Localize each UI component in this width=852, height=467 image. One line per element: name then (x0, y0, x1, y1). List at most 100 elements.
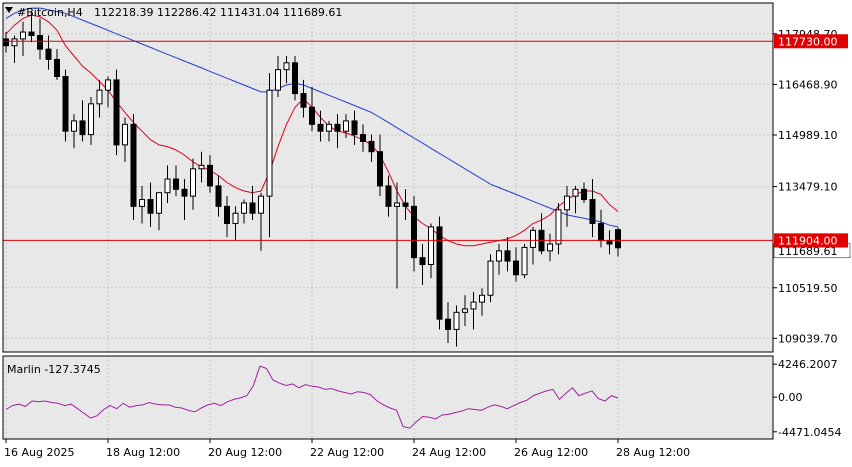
candle (54, 49, 60, 80)
candle-body (606, 240, 613, 245)
candle (173, 165, 179, 197)
x-tick-label: 24 Aug 12:00 (412, 446, 486, 459)
indicator-plot (5, 356, 619, 439)
candle-body (147, 199, 154, 214)
candle-body (572, 188, 579, 197)
candle-body (173, 178, 179, 190)
candle-body (428, 226, 434, 265)
candle (207, 155, 213, 193)
candle-body (20, 31, 26, 40)
candle (190, 158, 196, 210)
candle-body (122, 123, 128, 146)
candle-body (96, 89, 103, 105)
candle (20, 21, 26, 56)
candle (292, 55, 298, 101)
candle (368, 134, 375, 162)
candle-body (258, 195, 264, 214)
candle-body (615, 229, 621, 249)
y-tick-label: 113479.10 (778, 181, 838, 194)
candle-body (266, 89, 273, 197)
y-tick-label: 110519.50 (778, 282, 838, 295)
candle-body (113, 79, 120, 146)
level-label-box (774, 34, 848, 49)
candle-body (496, 250, 502, 262)
candle-body (62, 75, 69, 132)
candle (11, 35, 18, 63)
candle (88, 97, 94, 145)
indicator-pane[interactable] (3, 356, 773, 439)
candle-body (581, 188, 587, 201)
level-label: 111904.00 (778, 234, 838, 247)
candle-body (360, 134, 366, 142)
candle (232, 206, 239, 241)
candle (572, 185, 579, 214)
candle (445, 302, 451, 344)
candle (258, 192, 264, 251)
price-plot (3, 3, 773, 352)
candle (326, 120, 332, 142)
candle (224, 196, 230, 238)
candle-body (402, 202, 409, 207)
x-tick-label: 28 Aug 12:00 (616, 446, 690, 459)
candle (504, 237, 511, 272)
candle-body (411, 205, 417, 259)
indicator-y-tick-label: 4246.2007 (778, 358, 838, 371)
candle-body (394, 202, 400, 207)
candle-body (130, 123, 137, 207)
candle-body (283, 62, 290, 71)
candle-body (598, 222, 604, 242)
candle-body (241, 202, 247, 214)
candle (275, 55, 281, 98)
candle-body (181, 188, 188, 197)
candle (181, 179, 188, 221)
candle (581, 182, 587, 203)
candle-body (487, 260, 494, 296)
candle (283, 55, 290, 84)
candle (130, 114, 137, 221)
x-tick-label: 20 Aug 12:00 (208, 446, 282, 459)
candle (411, 196, 417, 272)
candle (487, 254, 494, 303)
x-tick-label: 16 Aug 2025 (4, 446, 74, 459)
candle (615, 227, 621, 257)
candle-body (198, 164, 205, 170)
candle-body (419, 257, 426, 265)
y-tick-label: 114989.10 (778, 129, 838, 142)
candle (317, 110, 324, 142)
candle-body (139, 199, 145, 207)
indicator-y-tick-label: -4471.0454 (778, 426, 841, 439)
candle (122, 117, 128, 162)
candle-body (79, 120, 86, 136)
candle (164, 165, 171, 203)
candle-body (351, 120, 358, 136)
candle (351, 110, 358, 145)
candle-body (28, 31, 35, 36)
candle-body (190, 168, 196, 197)
candle (360, 124, 366, 152)
candle (79, 100, 86, 142)
candle-body (479, 294, 485, 303)
candle-body (292, 62, 298, 95)
candle-body (564, 195, 570, 211)
candle-body (589, 199, 596, 224)
candle-body (462, 308, 468, 313)
candle (555, 202, 562, 255)
candle (343, 114, 349, 139)
candle (462, 295, 468, 327)
candle (198, 151, 205, 183)
candle (521, 243, 528, 279)
candle-body (377, 151, 383, 187)
candle-body (436, 226, 443, 320)
price-pane-border (2, 2, 774, 353)
y-tick-label: 116468.90 (778, 78, 838, 91)
dropdown-triangle-icon[interactable] (5, 7, 13, 13)
candle-body (326, 123, 332, 132)
level-label: 117730.00 (778, 35, 838, 48)
axes: 117948.70116468.90114989.10113479.101105… (2, 2, 848, 459)
candle (436, 216, 443, 330)
candle (241, 199, 247, 224)
x-tick-label: 22 Aug 12:00 (310, 446, 384, 459)
x-tick-label: 26 Aug 12:00 (514, 446, 588, 459)
